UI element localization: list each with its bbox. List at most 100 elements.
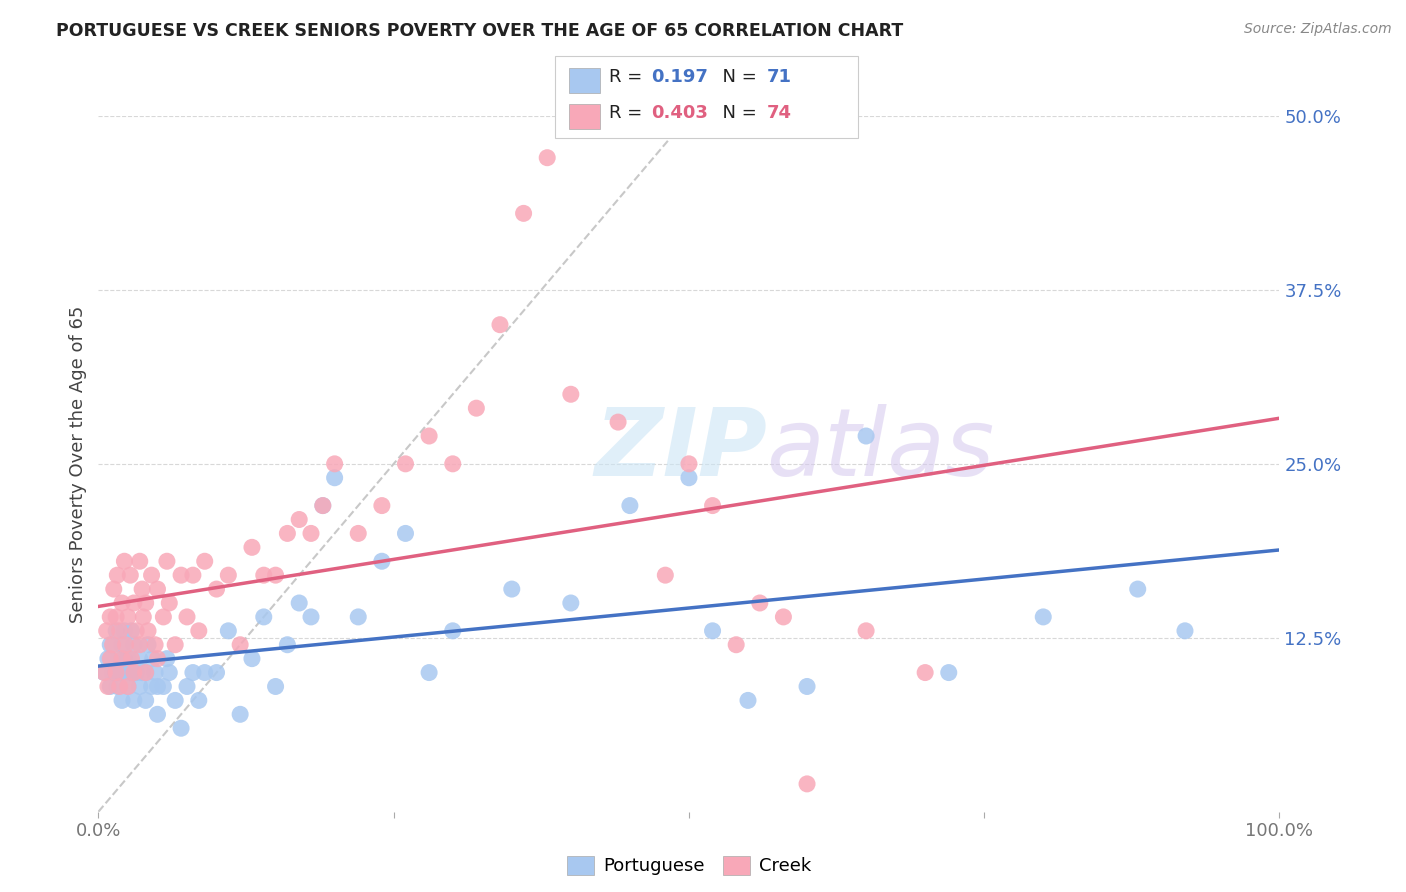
- Point: [141, 568, 163, 582]
- Point: [194, 665, 217, 680]
- Point: [394, 526, 416, 541]
- Point: [157, 596, 180, 610]
- Point: [299, 610, 322, 624]
- Point: [120, 568, 142, 582]
- Point: [418, 429, 440, 443]
- Point: [312, 499, 335, 513]
- Point: [105, 665, 128, 680]
- Point: [288, 512, 311, 526]
- Point: [489, 318, 512, 332]
- Point: [165, 638, 187, 652]
- Point: [176, 610, 198, 624]
- Point: [187, 693, 209, 707]
- Point: [152, 680, 174, 694]
- Text: atlas: atlas: [766, 404, 994, 495]
- Point: [619, 499, 641, 513]
- Point: [181, 665, 204, 680]
- Point: [276, 526, 298, 541]
- Point: [131, 665, 153, 680]
- Point: [135, 665, 157, 680]
- Point: [122, 638, 145, 652]
- Text: R =: R =: [609, 68, 648, 86]
- Point: [229, 707, 252, 722]
- Point: [441, 457, 464, 471]
- Text: N =: N =: [711, 104, 763, 122]
- Point: [156, 554, 179, 568]
- Point: [98, 638, 121, 652]
- Point: [678, 457, 700, 471]
- Point: [135, 665, 157, 680]
- Point: [157, 665, 180, 680]
- Point: [142, 651, 165, 665]
- Point: [465, 401, 488, 416]
- Point: [122, 693, 145, 707]
- Point: [107, 651, 129, 665]
- Point: [122, 596, 145, 610]
- Point: [194, 554, 217, 568]
- Point: [111, 638, 134, 652]
- Point: [141, 680, 163, 694]
- Point: [103, 582, 125, 596]
- Point: [560, 387, 582, 401]
- Point: [170, 721, 193, 735]
- Point: [120, 665, 142, 680]
- Point: [1126, 582, 1149, 596]
- Point: [501, 582, 523, 596]
- Point: [607, 415, 630, 429]
- Point: [108, 665, 131, 680]
- Point: [288, 596, 311, 610]
- Point: [176, 680, 198, 694]
- Point: [240, 651, 263, 665]
- Point: [205, 582, 228, 596]
- Point: [312, 499, 335, 513]
- Point: [217, 568, 239, 582]
- Point: [536, 151, 558, 165]
- Point: [418, 665, 440, 680]
- Point: [146, 582, 169, 596]
- Point: [187, 624, 209, 638]
- Y-axis label: Seniors Poverty Over the Age of 65: Seniors Poverty Over the Age of 65: [69, 305, 87, 623]
- Text: PORTUGUESE VS CREEK SENIORS POVERTY OVER THE AGE OF 65 CORRELATION CHART: PORTUGUESE VS CREEK SENIORS POVERTY OVER…: [56, 22, 904, 40]
- Point: [737, 693, 759, 707]
- Text: 71: 71: [766, 68, 792, 86]
- Point: [702, 624, 724, 638]
- Point: [371, 499, 394, 513]
- Point: [323, 471, 346, 485]
- Point: [128, 680, 150, 694]
- Legend: Portuguese, Creek: Portuguese, Creek: [560, 849, 818, 883]
- Point: [136, 624, 159, 638]
- Text: 74: 74: [766, 104, 792, 122]
- Point: [132, 610, 155, 624]
- Point: [125, 624, 148, 638]
- Point: [678, 471, 700, 485]
- Point: [654, 568, 676, 582]
- Point: [323, 457, 346, 471]
- Point: [1032, 610, 1054, 624]
- Point: [105, 610, 128, 624]
- Point: [125, 665, 148, 680]
- Point: [105, 665, 128, 680]
- Point: [229, 638, 252, 652]
- Point: [93, 665, 115, 680]
- Point: [128, 554, 150, 568]
- Point: [156, 651, 179, 665]
- Point: [131, 582, 153, 596]
- Point: [111, 665, 134, 680]
- Point: [143, 665, 166, 680]
- Point: [276, 638, 298, 652]
- Point: [96, 624, 118, 638]
- Point: [702, 499, 724, 513]
- Point: [299, 526, 322, 541]
- Point: [165, 693, 187, 707]
- Point: [108, 680, 131, 694]
- Point: [146, 651, 169, 665]
- Point: [253, 610, 276, 624]
- Point: [143, 638, 166, 652]
- Point: [146, 707, 169, 722]
- Text: Source: ZipAtlas.com: Source: ZipAtlas.com: [1244, 22, 1392, 37]
- Point: [114, 638, 136, 652]
- Point: [101, 665, 124, 680]
- Point: [93, 665, 115, 680]
- Point: [217, 624, 239, 638]
- Point: [105, 680, 128, 694]
